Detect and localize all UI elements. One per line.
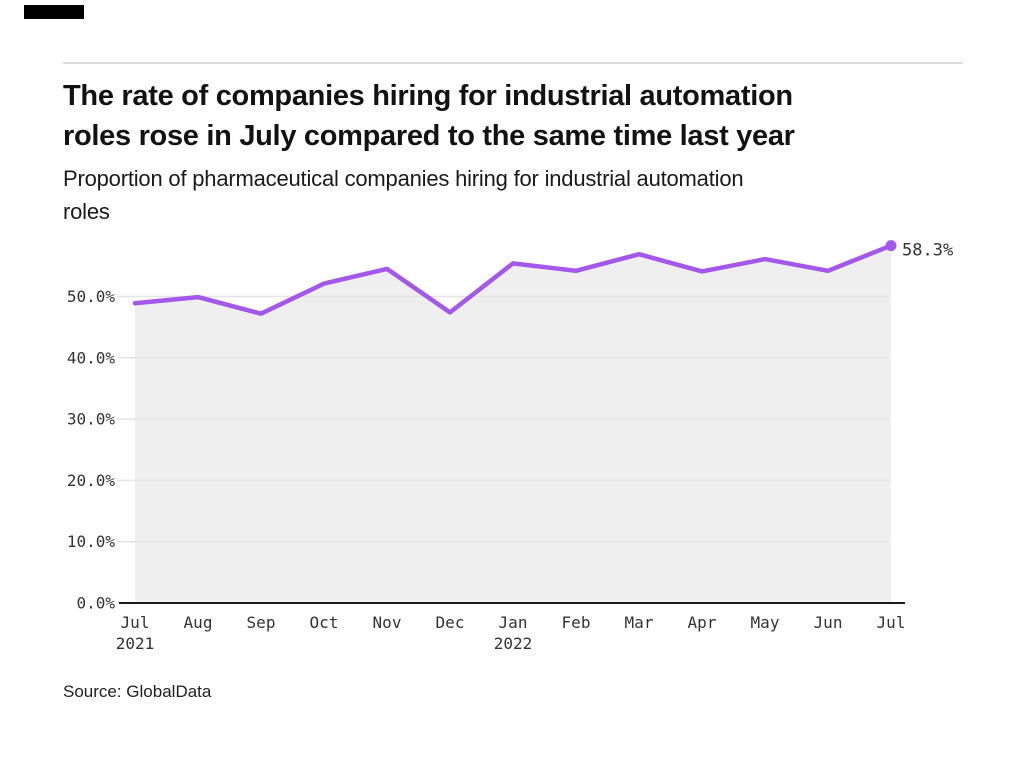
x-tick-label: Jul (877, 613, 906, 632)
x-tick-label: Oct (310, 613, 339, 632)
data-line (132, 243, 894, 316)
page-title-line-1: The rate of companies hiring for industr… (63, 80, 793, 112)
page-title: The rate of companies hiring for industr… (63, 76, 983, 156)
y-tick-label: 30.0% (67, 410, 116, 429)
x-tick-label: Jul (121, 613, 150, 632)
header-rule (63, 62, 963, 64)
page-title-line-2: roles rose in July compared to the same … (63, 120, 795, 152)
x-tick-year-label: 2022 (494, 634, 533, 653)
end-point-dot (885, 240, 897, 252)
x-tick-label: Jan (499, 613, 528, 632)
x-tick-label: Feb (562, 613, 591, 632)
x-tick-label: Mar (625, 613, 654, 632)
x-tick-label: Nov (373, 613, 402, 632)
source-attribution: Source: GlobalData (63, 682, 212, 701)
y-tick-label: 0.0% (76, 594, 115, 613)
x-tick-label: May (751, 613, 780, 632)
chart-subtitle-line-2: roles (63, 199, 110, 224)
y-tick-label: 20.0% (67, 471, 116, 490)
area-fill (135, 245, 891, 603)
x-tick-year-label: 2021 (116, 634, 155, 653)
brand-bar (24, 5, 84, 19)
end-point-label: 58.3% (902, 241, 953, 261)
chart-subtitle-line-1: Proportion of pharmaceutical companies h… (63, 166, 744, 191)
x-tick-label: Jun (814, 613, 843, 632)
y-tick-label: 10.0% (67, 532, 116, 551)
x-tick-label: Apr (688, 613, 717, 632)
chart-subtitle: Proportion of pharmaceutical companies h… (63, 162, 983, 228)
y-tick-label: 40.0% (67, 348, 116, 367)
x-tick-label: Sep (247, 613, 276, 632)
y-tick-label: 50.0% (67, 287, 116, 306)
x-tick-label: Dec (436, 613, 465, 632)
x-tick-label: Aug (184, 613, 213, 632)
